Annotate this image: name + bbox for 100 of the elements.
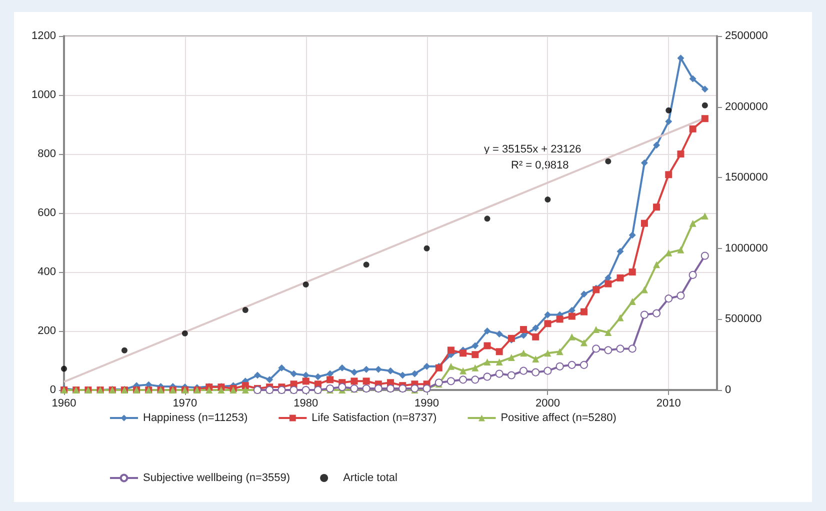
y-tick-label: 400: [38, 266, 56, 278]
point: [460, 367, 467, 374]
point: [604, 346, 612, 354]
point: [266, 376, 274, 384]
point: [544, 350, 552, 357]
point: [496, 348, 503, 356]
point: [653, 261, 660, 268]
point: [665, 118, 672, 126]
point: [532, 356, 540, 363]
point: [484, 216, 490, 222]
point: [689, 220, 696, 227]
point: [290, 370, 298, 378]
y-tick-label: 1200: [32, 30, 56, 42]
point: [350, 378, 358, 385]
point: [556, 362, 564, 370]
legend-label: Positive affect (n=5280): [500, 412, 616, 424]
point: [640, 220, 648, 227]
point: [387, 367, 394, 374]
point: [302, 378, 310, 385]
point: [532, 368, 540, 376]
point: [242, 382, 249, 390]
annotation: R² = 0,9818: [511, 160, 569, 172]
point: [580, 290, 588, 298]
point: [496, 358, 503, 366]
y-tick-label: 1000: [32, 89, 56, 101]
point: [496, 330, 503, 338]
point: [665, 249, 672, 256]
point: [362, 366, 370, 373]
point: [363, 262, 370, 268]
point: [677, 150, 684, 158]
point: [411, 370, 418, 378]
point: [556, 316, 564, 323]
point: [652, 309, 661, 318]
point: [544, 196, 551, 203]
point: [242, 386, 249, 394]
point: [472, 342, 479, 350]
point: [702, 102, 708, 108]
point: [242, 306, 248, 313]
point: [350, 368, 358, 376]
point: [484, 342, 491, 350]
y2-tick-label: 2000000: [725, 100, 768, 113]
point: [677, 54, 684, 62]
x-tick-label: 2010: [656, 398, 681, 410]
point: [604, 280, 612, 288]
point: [580, 308, 588, 316]
point: [664, 294, 673, 303]
point: [459, 376, 468, 384]
point: [701, 86, 708, 93]
x-tick-label: 2000: [535, 398, 560, 410]
legend-label: Life Satisfaction (n=8737): [312, 412, 437, 424]
point: [640, 310, 648, 319]
point: [556, 348, 564, 356]
point: [424, 245, 430, 252]
point: [507, 371, 516, 380]
point: [302, 282, 309, 288]
point: [604, 274, 612, 282]
point: [665, 171, 672, 178]
point: [544, 311, 552, 318]
point: [628, 344, 636, 353]
point: [700, 252, 709, 260]
point: [701, 212, 708, 220]
point: [688, 270, 697, 279]
point: [374, 366, 382, 373]
point: [447, 362, 454, 370]
point: [399, 372, 406, 379]
point: [508, 354, 515, 362]
point: [544, 320, 552, 328]
point: [495, 370, 504, 378]
point: [653, 142, 660, 149]
point: [218, 386, 225, 394]
point: [472, 351, 479, 358]
point: [616, 344, 624, 353]
point: [616, 274, 624, 282]
point: [616, 314, 624, 322]
point: [326, 376, 334, 384]
x-tick-label: 1970: [172, 398, 198, 410]
point: [338, 383, 346, 392]
y2-tick-label: 0: [725, 384, 732, 396]
point: [605, 158, 612, 164]
point: [640, 159, 648, 166]
point: [206, 386, 213, 394]
point: [314, 373, 322, 380]
point: [254, 372, 261, 379]
point: [182, 330, 188, 336]
point: [520, 350, 528, 357]
legend-label: Article total: [343, 472, 398, 484]
point: [472, 364, 479, 372]
point: [278, 364, 286, 372]
point: [666, 107, 672, 114]
x-tick-label: 1980: [294, 398, 318, 410]
point: [568, 333, 576, 340]
y-tick-label: 200: [38, 325, 56, 337]
point: [532, 333, 540, 340]
point: [653, 204, 660, 211]
y2-tick-label: 500000: [725, 313, 762, 326]
point: [520, 366, 528, 375]
y2-tick-label: 1000000: [725, 242, 768, 254]
point: [616, 248, 624, 255]
x-tick-label: 1960: [52, 398, 76, 410]
point: [592, 326, 600, 334]
